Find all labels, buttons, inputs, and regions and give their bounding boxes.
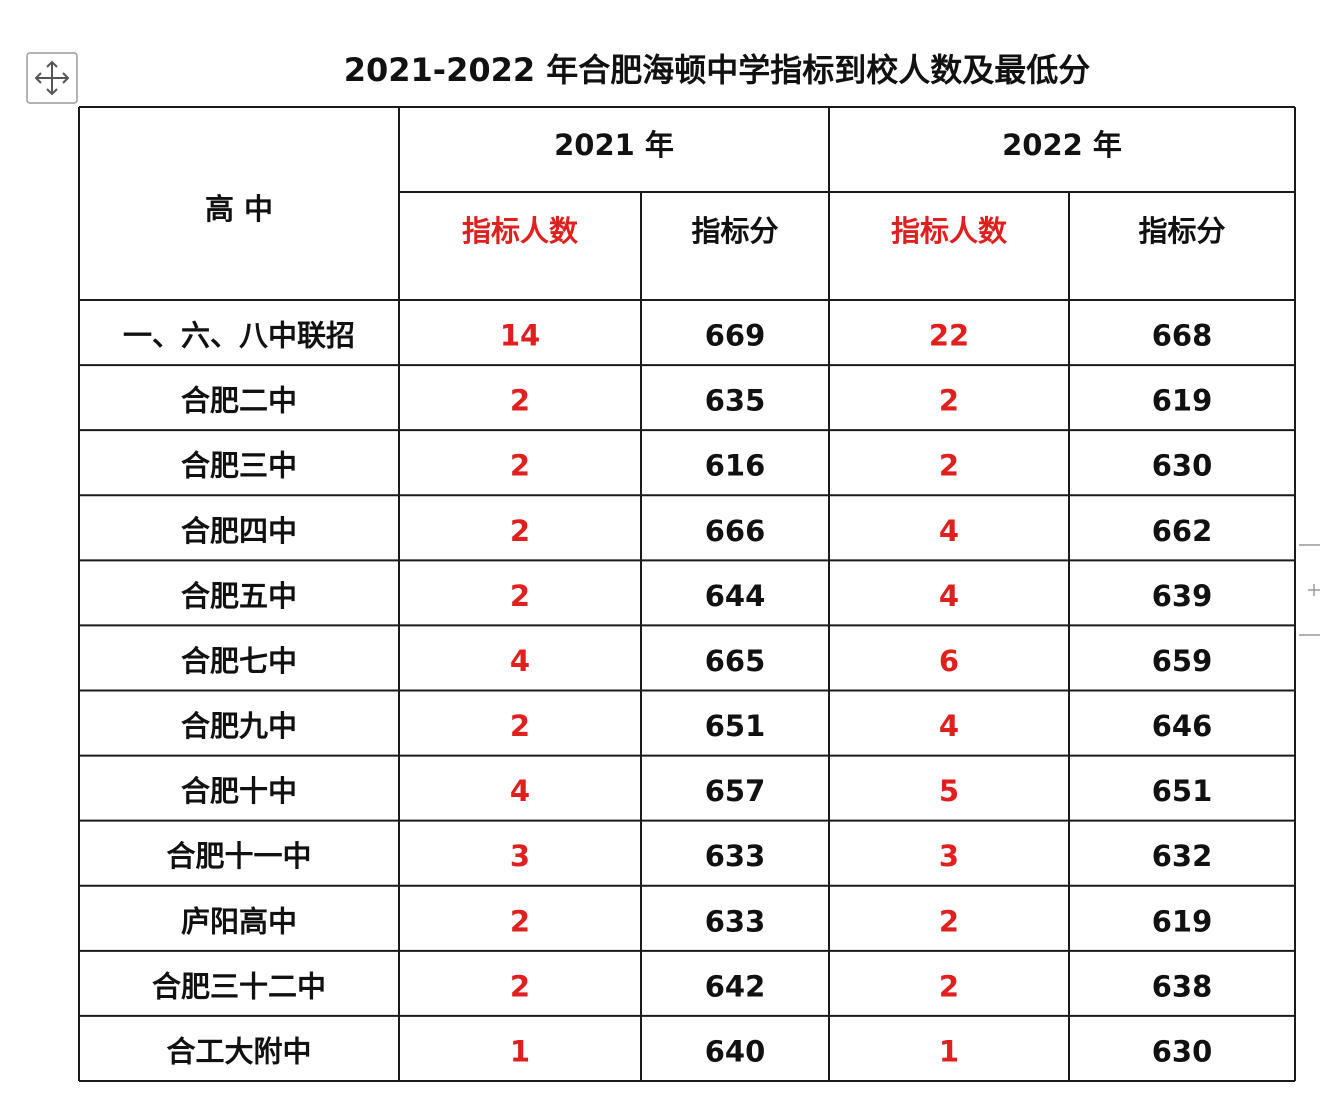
cell-value: 1 [510,1034,530,1068]
school-name: 一、六、八中联招 [123,319,355,353]
school-name: 合肥三中 [181,449,297,483]
school-name: 合肥十一中 [166,839,311,873]
cell-value: 2 [939,904,959,938]
cell-value: 619 [1152,384,1213,418]
cell-value: 2 [510,579,530,613]
sub-header: 指标分 [691,214,778,248]
year-header: 2021 年 [554,128,674,162]
cell-value: 630 [1152,1034,1213,1068]
cell-value: 651 [1152,774,1213,808]
move-handle[interactable] [26,52,78,104]
cell-value: 642 [705,969,766,1003]
cell-value: 2 [510,904,530,938]
cell-value: 633 [705,839,766,873]
cell-value: 639 [1152,579,1213,613]
cell-value: 3 [939,839,959,873]
cell-value: 669 [705,319,766,353]
cell-value: 4 [939,579,959,613]
cell-value: 6 [939,644,959,678]
cell-value: 638 [1152,969,1213,1003]
school-name: 庐阳高中 [181,904,297,938]
cell-value: 2 [510,384,530,418]
cell-value: 644 [705,579,766,613]
cell-value: 665 [705,644,766,678]
cell-value: 2 [510,969,530,1003]
cell-value: 22 [929,319,969,353]
corner-header: 高 中 [205,192,273,226]
cell-value: 651 [705,709,766,743]
sub-header: 指标人数 [891,214,1008,248]
school-name: 合肥七中 [181,644,297,678]
cell-value: 657 [705,774,766,808]
school-name: 合肥二中 [181,384,297,418]
sub-header: 指标分 [1138,214,1225,248]
row-resize-handle [1299,544,1320,636]
school-name: 合工大附中 [166,1034,311,1068]
cell-value: 616 [705,449,766,483]
school-name: 合肥五中 [181,579,297,613]
cell-value: 3 [510,839,530,873]
school-name: 合肥四中 [181,514,297,548]
year-header: 2022 年 [1002,128,1122,162]
cell-value: 2 [939,969,959,1003]
cell-value: 640 [705,1034,766,1068]
cell-value: 2 [510,514,530,548]
cell-value: 2 [510,709,530,743]
cell-value: 4 [510,644,530,678]
cell-value: 2 [939,449,959,483]
cell-value: 1 [939,1034,959,1068]
cell-value: 668 [1152,319,1213,353]
school-name: 合肥九中 [181,709,297,743]
cell-value: 662 [1152,514,1213,548]
cell-value: 659 [1152,644,1213,678]
title: 2021-2022 年合肥海顿中学指标到校人数及最低分 [344,51,1091,89]
cell-value: 633 [705,904,766,938]
cell-value: 619 [1152,904,1213,938]
cell-value: 4 [939,709,959,743]
cell-value: 632 [1152,839,1213,873]
cell-value: 630 [1152,449,1213,483]
cell-value: 4 [510,774,530,808]
cell-value: 4 [939,514,959,548]
school-name: 合肥三十二中 [152,969,326,1003]
sub-header: 指标人数 [462,214,579,248]
cell-value: 5 [939,774,959,808]
cell-value: 14 [500,319,540,353]
cell-value: 635 [705,384,766,418]
cell-value: 2 [510,449,530,483]
school-name: 合肥十中 [181,774,297,808]
cell-value: 2 [939,384,959,418]
cell-value: 646 [1152,709,1213,743]
cell-value: 666 [705,514,766,548]
